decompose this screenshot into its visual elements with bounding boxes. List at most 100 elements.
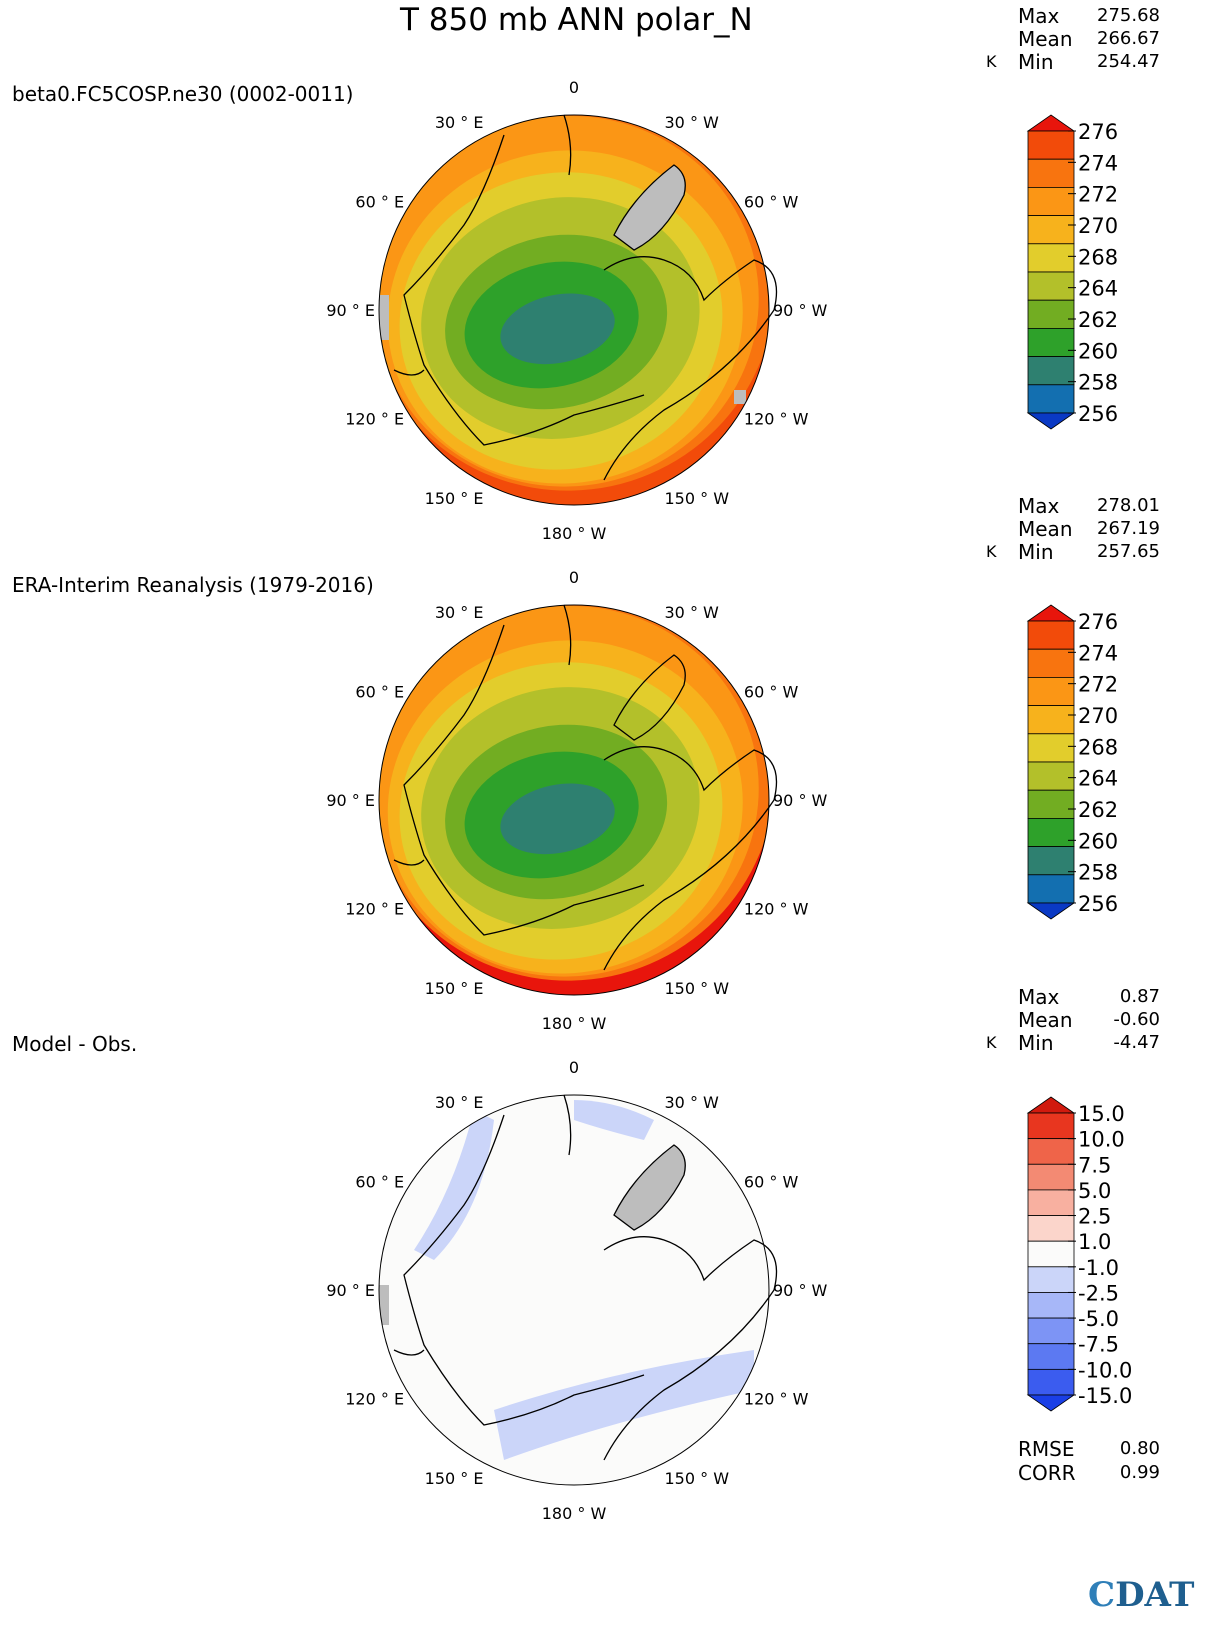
coastline <box>613 654 686 741</box>
longitude-label: 60 ° E <box>355 683 404 702</box>
negative-region <box>574 1100 654 1140</box>
cdat-logo-text: DAT <box>1115 1575 1195 1615</box>
panel-3-label: Model - Obs. <box>12 1032 138 1056</box>
colorbar-bin <box>1027 1266 1075 1293</box>
coastline <box>403 134 645 446</box>
coastline <box>393 114 572 376</box>
stat-mean-label: Mean <box>1018 517 1073 541</box>
field-band <box>500 293 615 365</box>
unit-label: K <box>986 52 997 71</box>
colorbar-tick-label: -7.5 <box>1078 1333 1119 1357</box>
longitude-label: 90 ° W <box>773 301 828 320</box>
longitude-label: 150 ° W <box>665 979 730 998</box>
colorbars: 2762742722702682642622602582562762742722… <box>1026 114 1132 1412</box>
map-border <box>378 604 770 996</box>
colorbar-tick-label: 272 <box>1078 673 1118 697</box>
coastline <box>393 604 572 866</box>
model-map <box>379 115 769 505</box>
colorbar-tick-label: 274 <box>1078 151 1118 175</box>
colorbar-bin <box>1027 130 1075 160</box>
colorbar-bin <box>1027 705 1075 735</box>
colorbar-bin <box>1027 846 1075 876</box>
colorbar-bin <box>1027 384 1075 414</box>
coastline <box>403 624 645 936</box>
longitude-label: 0 <box>569 568 579 587</box>
longitude-label: 30 ° E <box>435 603 484 622</box>
colorbar-bin <box>1027 1163 1075 1191</box>
missing-region <box>614 165 686 250</box>
colorbar-bin <box>1027 1138 1075 1165</box>
colorbar-bin <box>1027 874 1075 904</box>
colorbar-bin <box>1027 158 1075 188</box>
longitude-label: 180 ° W <box>542 1504 607 1523</box>
longitude-label: 90 ° E <box>326 1281 375 1300</box>
unit-label: K <box>986 1033 997 1052</box>
unit-label: K <box>986 542 997 561</box>
colorbar-tick-label: 268 <box>1078 245 1118 269</box>
missing-region <box>734 390 746 404</box>
coastlines-obs <box>378 604 778 996</box>
negative-region <box>414 1110 494 1260</box>
colorbar-bin <box>1027 818 1075 848</box>
longitude-label: 60 ° E <box>355 193 404 212</box>
longitude-label: 0 <box>569 78 579 97</box>
colorbar-bin <box>1027 243 1075 273</box>
colorbar-arrow <box>1026 1096 1076 1114</box>
longitude-label: 30 ° E <box>435 1093 484 1112</box>
longitude-label: 120 ° W <box>744 410 809 429</box>
colorbar-tick-label: 262 <box>1078 308 1118 332</box>
colorbar-tick-label: 276 <box>1078 610 1118 634</box>
colorbar-bin <box>1027 648 1075 678</box>
longitude-label: 90 ° W <box>773 1281 828 1300</box>
longitude-label: 30 ° W <box>665 1093 720 1112</box>
missing-region <box>379 1285 389 1325</box>
colorbar-arrow <box>1026 604 1076 622</box>
longitude-label: 150 ° E <box>425 489 484 508</box>
colorbar-tick-label: -2.5 <box>1078 1281 1119 1305</box>
colorbar-tick-label: 258 <box>1078 371 1118 395</box>
colorbar-bin <box>1027 271 1075 301</box>
obs-map <box>379 605 769 995</box>
colorbar-tick-label: 10.0 <box>1078 1128 1125 1152</box>
coastline <box>603 256 778 481</box>
longitude-label: 120 ° W <box>744 1390 809 1409</box>
colorbar-bin <box>1027 1240 1075 1268</box>
colorbar-tick-label: 2.5 <box>1078 1205 1111 1229</box>
longitude-label: 30 ° W <box>665 603 720 622</box>
longitude-label: 120 ° E <box>345 410 404 429</box>
stat-max-label: Max <box>1018 985 1060 1009</box>
longitude-label: 60 ° E <box>355 1173 404 1192</box>
colorbar-bin <box>1027 1317 1075 1345</box>
coastline <box>603 746 778 971</box>
longitude-label: 150 ° W <box>665 1469 730 1488</box>
colorbar-bin <box>1027 215 1075 245</box>
colorbar-bin <box>1027 1343 1075 1370</box>
longitude-label: 90 ° W <box>773 791 828 810</box>
colorbar-tick-label: 256 <box>1078 402 1118 426</box>
cdat-logo: CDAT <box>1088 1575 1194 1615</box>
colorbar-bin <box>1027 1292 1075 1319</box>
colorbar-arrow <box>1026 1394 1076 1412</box>
colorbar-tick-label: 268 <box>1078 735 1118 759</box>
coastlines-model <box>378 114 778 506</box>
stat-min-value: 257.65 <box>1097 541 1160 562</box>
longitude-label: 120 ° E <box>345 1390 404 1409</box>
stat-mean-value: 267.19 <box>1097 518 1160 539</box>
colorbar-tick-label: 270 <box>1078 214 1118 238</box>
longitude-label: 180 ° W <box>542 1014 607 1033</box>
longitude-label: 120 ° E <box>345 900 404 919</box>
stat-mean-label: Mean <box>1018 27 1073 51</box>
colorbar-bin <box>1027 733 1075 763</box>
map-border <box>378 1094 770 1486</box>
colorbar-diff: 15.010.07.55.02.51.0-1.0-2.5-5.0-7.5-10.… <box>1026 1096 1132 1412</box>
colorbar-bin <box>1027 789 1075 819</box>
longitude-label: 0 <box>569 1058 579 1077</box>
coastline <box>613 164 686 251</box>
panel-1-label: beta0.FC5COSP.ne30 (0002-0011) <box>12 82 354 106</box>
colorbar-tick-label: 7.5 <box>1078 1153 1111 1177</box>
stat-max-label: Max <box>1018 4 1060 28</box>
longitude-label: 150 ° W <box>665 489 730 508</box>
longitude-label: 60 ° W <box>744 1173 799 1192</box>
colorbar-bin <box>1027 620 1075 650</box>
